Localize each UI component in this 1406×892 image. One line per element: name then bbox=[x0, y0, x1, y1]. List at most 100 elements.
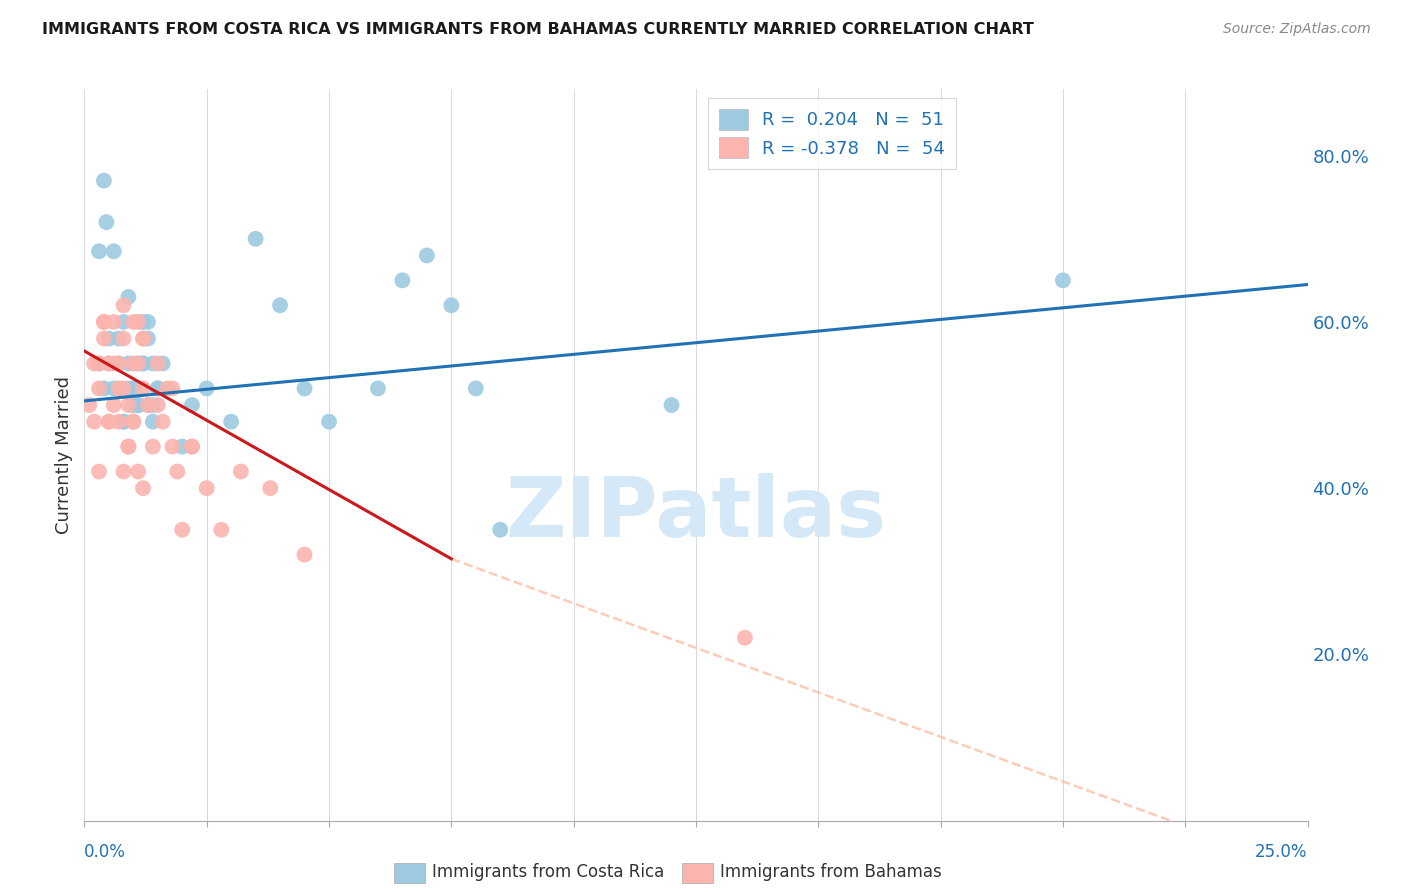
Point bbox=[127, 465, 149, 479]
Text: 0.0%: 0.0% bbox=[84, 843, 127, 861]
Point bbox=[391, 273, 413, 287]
Point bbox=[117, 381, 139, 395]
Point bbox=[162, 381, 184, 395]
Point bbox=[107, 415, 129, 429]
Point bbox=[132, 356, 155, 370]
Point bbox=[97, 356, 120, 370]
Point bbox=[97, 415, 120, 429]
Point bbox=[97, 356, 120, 370]
Point bbox=[117, 356, 139, 370]
Point bbox=[132, 332, 155, 346]
Point bbox=[103, 381, 125, 395]
Point bbox=[107, 332, 129, 346]
Legend: R =  0.204   N =  51, R = -0.378   N =  54: R = 0.204 N = 51, R = -0.378 N = 54 bbox=[709, 98, 956, 169]
Text: Immigrants from Bahamas: Immigrants from Bahamas bbox=[720, 863, 942, 881]
Point bbox=[93, 315, 115, 329]
Text: Immigrants from Costa Rica: Immigrants from Costa Rica bbox=[432, 863, 664, 881]
Point bbox=[195, 481, 218, 495]
Point bbox=[489, 523, 512, 537]
Point bbox=[93, 173, 115, 187]
Point bbox=[127, 398, 149, 412]
Point bbox=[172, 440, 194, 454]
Point bbox=[112, 332, 135, 346]
Point bbox=[132, 315, 155, 329]
Point bbox=[83, 356, 105, 370]
Point bbox=[294, 381, 316, 395]
Point bbox=[77, 398, 100, 412]
Point bbox=[112, 415, 135, 429]
Point bbox=[127, 315, 149, 329]
Point bbox=[219, 415, 242, 429]
Point bbox=[146, 381, 169, 395]
Point bbox=[103, 315, 125, 329]
Point bbox=[97, 332, 120, 346]
Point bbox=[136, 332, 159, 346]
Point bbox=[107, 356, 129, 370]
Point bbox=[122, 415, 145, 429]
Point bbox=[122, 415, 145, 429]
Point bbox=[132, 332, 155, 346]
Point bbox=[294, 548, 316, 562]
Point bbox=[97, 415, 120, 429]
Point bbox=[122, 398, 145, 412]
Point bbox=[152, 356, 174, 370]
Point bbox=[117, 440, 139, 454]
Point bbox=[87, 244, 110, 259]
Text: IMMIGRANTS FROM COSTA RICA VS IMMIGRANTS FROM BAHAMAS CURRENTLY MARRIED CORRELAT: IMMIGRANTS FROM COSTA RICA VS IMMIGRANTS… bbox=[42, 22, 1033, 37]
Point bbox=[166, 465, 188, 479]
Point bbox=[661, 398, 683, 412]
Point bbox=[146, 381, 169, 395]
Point bbox=[440, 298, 463, 312]
Point bbox=[87, 356, 110, 370]
Point bbox=[112, 315, 135, 329]
Point bbox=[122, 381, 145, 395]
Point bbox=[132, 356, 155, 370]
Point bbox=[103, 398, 125, 412]
Point bbox=[1052, 273, 1074, 287]
Point bbox=[209, 523, 232, 537]
Point bbox=[136, 315, 159, 329]
Point bbox=[142, 398, 165, 412]
Point bbox=[127, 356, 149, 370]
Point bbox=[181, 398, 204, 412]
Point bbox=[122, 415, 145, 429]
Point bbox=[112, 465, 135, 479]
Point bbox=[172, 523, 194, 537]
Point bbox=[127, 398, 149, 412]
Point bbox=[122, 356, 145, 370]
Point bbox=[132, 481, 155, 495]
Point bbox=[103, 244, 125, 259]
Point bbox=[734, 631, 756, 645]
Point bbox=[96, 215, 118, 229]
Point bbox=[142, 356, 165, 370]
Point bbox=[152, 415, 174, 429]
Point bbox=[117, 398, 139, 412]
Point bbox=[269, 298, 291, 312]
Point bbox=[127, 356, 149, 370]
Point bbox=[142, 440, 165, 454]
Point bbox=[156, 381, 179, 395]
Point bbox=[132, 381, 155, 395]
Text: ZIPatlas: ZIPatlas bbox=[506, 473, 886, 554]
Point bbox=[259, 481, 281, 495]
Point bbox=[107, 381, 129, 395]
Point bbox=[112, 415, 135, 429]
Point bbox=[87, 381, 110, 395]
Point bbox=[93, 315, 115, 329]
Point bbox=[136, 398, 159, 412]
Point bbox=[103, 356, 125, 370]
Text: Source: ZipAtlas.com: Source: ZipAtlas.com bbox=[1223, 22, 1371, 37]
Point bbox=[136, 398, 159, 412]
Point bbox=[117, 440, 139, 454]
Point bbox=[117, 290, 139, 304]
Point bbox=[112, 298, 135, 312]
Point bbox=[122, 315, 145, 329]
Point bbox=[83, 415, 105, 429]
Point bbox=[112, 381, 135, 395]
Text: 25.0%: 25.0% bbox=[1256, 843, 1308, 861]
Y-axis label: Currently Married: Currently Married bbox=[55, 376, 73, 534]
Point bbox=[181, 440, 204, 454]
Point bbox=[93, 332, 115, 346]
Point bbox=[93, 381, 115, 395]
Point bbox=[464, 381, 486, 395]
